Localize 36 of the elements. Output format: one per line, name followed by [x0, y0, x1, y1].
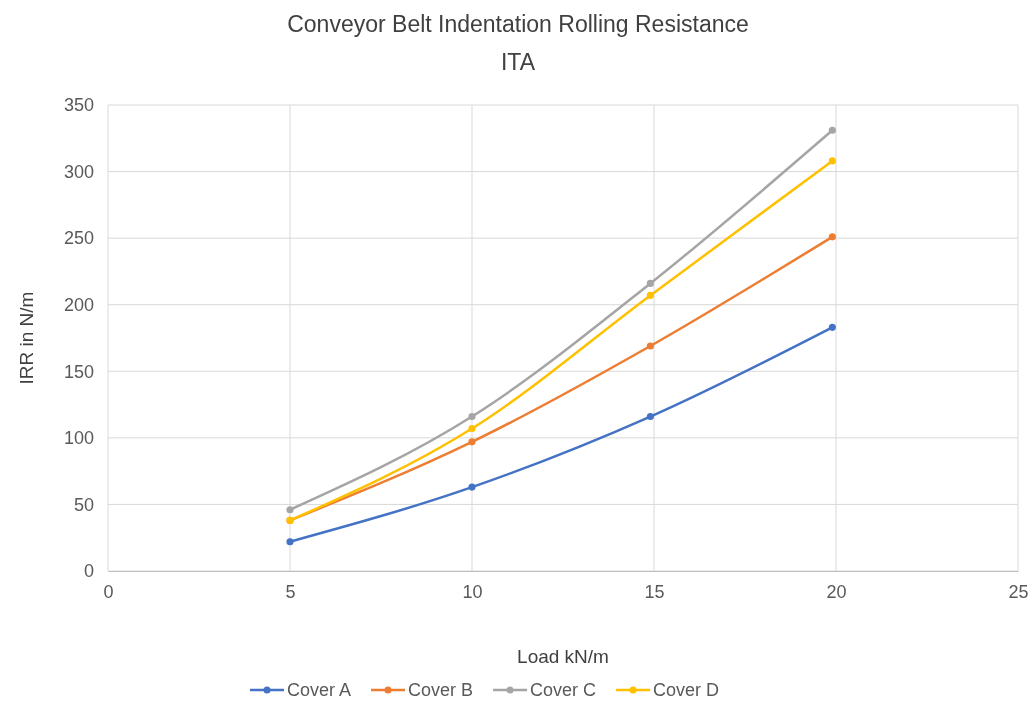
legend-label: Cover A [287, 680, 352, 700]
point [828, 233, 836, 241]
y-tick-label: 250 [63, 228, 94, 249]
chart-title: Conveyor Belt Indentation Rolling Resistance [287, 11, 749, 37]
x-tick-label: 20 [826, 581, 847, 602]
y-tick-label: 300 [63, 161, 94, 182]
y-tick-label: 50 [73, 494, 94, 515]
y-tick-label: 150 [63, 361, 94, 382]
y-axis-title: IRR in N/m [16, 291, 37, 385]
chart-subtitle: ITA [500, 49, 536, 75]
point [828, 126, 836, 134]
y-tick-label: 100 [63, 428, 94, 449]
y-tick-label: 350 [63, 95, 94, 116]
point [468, 412, 476, 421]
point [828, 323, 836, 331]
point [646, 412, 654, 421]
legend-label: Cover C [530, 680, 597, 700]
point [468, 483, 476, 491]
x-tick-label: 10 [462, 581, 483, 602]
point [828, 157, 836, 165]
point [646, 291, 654, 299]
x-tick-label: 15 [644, 581, 665, 602]
point [286, 506, 294, 514]
legend-label: Cover D [653, 680, 720, 700]
point [286, 538, 294, 546]
x-tick-label: 0 [103, 581, 114, 602]
point [646, 342, 654, 350]
x-tick-label: 5 [285, 581, 296, 602]
legend-label: Cover B [408, 680, 474, 700]
point [468, 438, 476, 446]
y-tick-label: 0 [83, 561, 94, 582]
x-tick-label: 25 [1008, 581, 1029, 602]
y-tick-label: 200 [63, 294, 94, 315]
x-axis-title: Load kN/m [517, 646, 609, 667]
point [646, 279, 654, 287]
point [468, 424, 476, 433]
